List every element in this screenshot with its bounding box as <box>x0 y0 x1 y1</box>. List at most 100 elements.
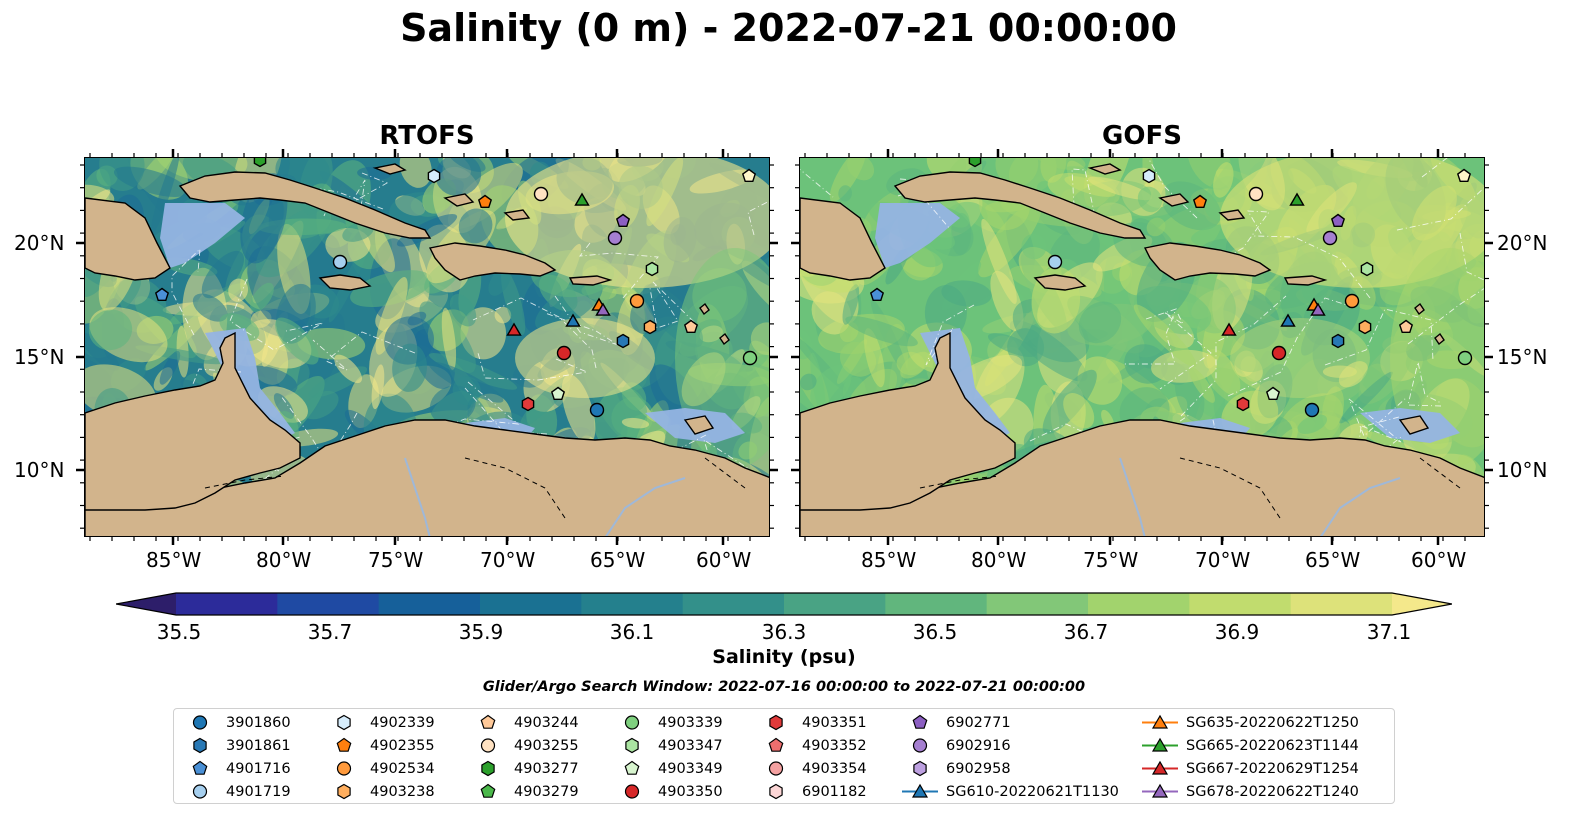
legend-item: 4901716 <box>182 757 291 780</box>
legend-label: 4903279 <box>514 783 579 800</box>
legend-marker-icon <box>913 760 927 777</box>
float-marker[interactable] <box>968 158 982 168</box>
float-marker[interactable] <box>533 186 549 202</box>
legend-item: 4903277 <box>470 757 579 780</box>
legend-marker-icon <box>192 784 208 799</box>
float-marker[interactable] <box>550 386 566 401</box>
float-marker[interactable] <box>683 319 699 334</box>
colorbar-tick-label: 36.7 <box>1063 620 1109 644</box>
float-marker[interactable] <box>629 293 645 309</box>
colorbar-segment <box>378 593 481 615</box>
lon-tick-label: 80°W <box>256 548 312 572</box>
legend-marker-icon <box>1142 760 1178 775</box>
legend-marker-icon <box>1142 737 1178 752</box>
float-marker[interactable] <box>574 192 590 206</box>
float-marker[interactable] <box>645 261 659 277</box>
lon-tick-label: 70°W <box>480 548 536 572</box>
float-marker[interactable] <box>1304 402 1320 418</box>
float-marker[interactable] <box>521 396 535 412</box>
float-marker[interactable] <box>607 230 623 246</box>
colorbar-segment <box>581 593 684 615</box>
rtofs-map-panel[interactable] <box>84 157 770 537</box>
legend-label: 4903238 <box>370 783 435 800</box>
lat-tick-label: 20°N <box>14 231 65 255</box>
float-marker[interactable] <box>1310 302 1326 316</box>
float-marker[interactable] <box>1330 213 1346 228</box>
colorbar-segment <box>986 593 1089 615</box>
colorbar-segment <box>885 593 988 615</box>
lat-tick-label: 15°N <box>14 345 65 369</box>
float-marker[interactable] <box>741 168 757 182</box>
legend-item: 4903279 <box>470 780 579 803</box>
float-marker[interactable] <box>565 313 581 327</box>
float-marker[interactable] <box>427 168 441 184</box>
float-marker[interactable] <box>1192 194 1208 208</box>
float-marker[interactable] <box>1457 350 1473 366</box>
legend-marker-icon <box>624 715 640 730</box>
lon-tick-label: 65°W <box>1305 548 1361 572</box>
float-marker[interactable] <box>615 213 631 228</box>
legend-label: 6902916 <box>946 737 1011 754</box>
float-marker[interactable] <box>1360 261 1374 277</box>
legend-marker-icon <box>624 784 640 799</box>
legend-item: 4903244 <box>470 711 579 734</box>
legend-label: 4903352 <box>802 737 867 754</box>
legend-item: 3901861 <box>182 734 291 757</box>
float-marker[interactable] <box>1271 345 1287 361</box>
colorbar-tick-label: 35.5 <box>156 620 202 644</box>
float-marker[interactable] <box>1289 192 1305 206</box>
legend-marker-icon <box>1142 714 1178 729</box>
float-marker[interactable] <box>1280 313 1296 327</box>
legend-item: 6902771 <box>902 711 1011 734</box>
float-marker[interactable] <box>1456 168 1472 182</box>
legend-label: 4902339 <box>370 714 435 731</box>
float-marker[interactable] <box>742 350 758 366</box>
float-marker[interactable] <box>1344 293 1360 309</box>
colorbar-tick-label: 37.1 <box>1366 620 1412 644</box>
float-marker[interactable] <box>253 158 267 168</box>
gofs-map-panel[interactable] <box>799 157 1485 537</box>
legend-marker-icon <box>768 761 784 776</box>
legend-marker-icon <box>336 737 352 752</box>
float-marker[interactable] <box>1142 168 1156 184</box>
float-marker[interactable] <box>869 287 885 302</box>
colorbar-segment <box>1290 593 1393 615</box>
legend-label: 6902771 <box>946 714 1011 731</box>
colorbar-tick-label: 36.9 <box>1214 620 1260 644</box>
legend: 3901860 3901861 4901716 4901719 4902339 49023… <box>173 708 1395 804</box>
observation-markers <box>154 158 758 418</box>
float-marker[interactable] <box>1398 319 1414 334</box>
float-marker[interactable] <box>556 345 572 361</box>
legend-label: 4903351 <box>802 714 867 731</box>
float-marker[interactable] <box>1358 319 1372 335</box>
legend-marker-icon <box>768 737 784 752</box>
float-marker[interactable] <box>477 194 493 208</box>
float-marker[interactable] <box>1322 230 1338 246</box>
float-marker[interactable] <box>1331 333 1345 349</box>
float-marker[interactable] <box>1248 186 1264 202</box>
float-marker[interactable] <box>595 302 611 316</box>
float-marker[interactable] <box>616 333 630 349</box>
lat-tick-label: 10°N <box>1497 458 1548 482</box>
legend-label: 4902355 <box>370 737 435 754</box>
float-marker[interactable] <box>506 322 522 336</box>
float-marker[interactable] <box>332 254 348 270</box>
panel-title-rtofs: RTOFS <box>379 121 475 151</box>
legend-item: 3901860 <box>182 711 291 734</box>
float-marker[interactable] <box>1221 322 1237 336</box>
float-marker[interactable] <box>1236 396 1250 412</box>
legend-label: SG667-20220629T1254 <box>1186 760 1359 777</box>
legend-item: 4903349 <box>614 757 723 780</box>
float-marker[interactable] <box>643 319 657 335</box>
legend-marker-icon <box>624 760 640 775</box>
float-marker[interactable] <box>1265 386 1281 401</box>
legend-label: 4903244 <box>514 714 579 731</box>
legend-item: SG610-20220621T1130 <box>902 780 1119 803</box>
float-marker[interactable] <box>154 287 170 302</box>
float-marker[interactable] <box>1047 254 1063 270</box>
float-marker[interactable] <box>589 402 605 418</box>
lon-tick-label: 80°W <box>971 548 1027 572</box>
legend-marker-icon <box>193 737 207 754</box>
legend-label: 4903255 <box>514 737 579 754</box>
legend-item: 4902355 <box>326 734 435 757</box>
